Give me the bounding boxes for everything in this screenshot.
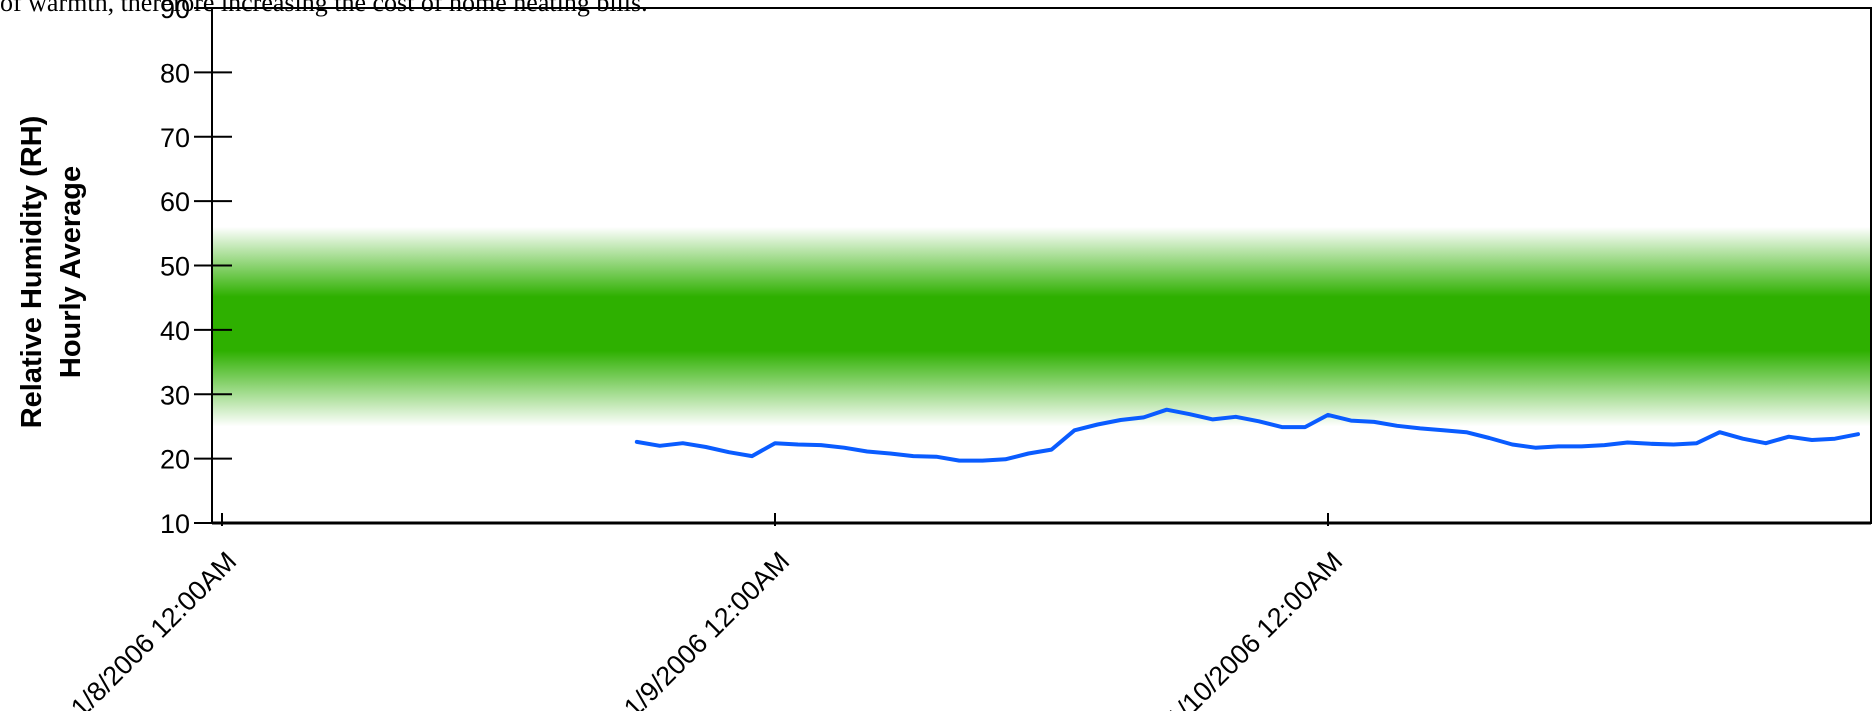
- data-point: [1579, 444, 1583, 448]
- y-tick-label: 40: [160, 316, 190, 346]
- y-tick-label: 80: [160, 58, 190, 88]
- y-axis-ticks: 10 20 30 40 50 60 70 80 90: [160, 0, 232, 539]
- data-point: [1142, 415, 1146, 419]
- data-point: [1234, 415, 1238, 419]
- data-point: [1280, 425, 1284, 429]
- y-axis-title-line2: Hourly Average: [55, 166, 87, 378]
- data-point: [1510, 442, 1514, 446]
- data-point: [1741, 437, 1745, 441]
- data-point: [1787, 435, 1791, 439]
- data-point: [750, 454, 754, 458]
- data-point: [888, 451, 892, 455]
- data-point: [1556, 444, 1560, 448]
- data-point: [911, 454, 915, 458]
- data-point: [1833, 437, 1837, 441]
- data-point: [1188, 412, 1192, 416]
- data-point: [1764, 441, 1768, 445]
- data-point: [842, 446, 846, 450]
- y-tick-label: 70: [160, 123, 190, 153]
- data-point: [1626, 441, 1630, 445]
- humidity-series-line: [634, 407, 1860, 463]
- y-tick-label: 20: [160, 445, 190, 475]
- data-point: [1003, 457, 1007, 461]
- data-point: [1418, 426, 1422, 430]
- data-point: [796, 442, 800, 446]
- comfort-band: [212, 226, 1871, 427]
- y-tick-label: 10: [160, 509, 190, 539]
- data-point: [1672, 442, 1676, 446]
- data-point: [1395, 424, 1399, 428]
- data-point: [1096, 423, 1100, 427]
- data-point: [1050, 448, 1053, 452]
- data-point: [957, 459, 961, 463]
- y-tick-label: 90: [160, 0, 190, 24]
- x-axis-ticks: 1/8/2006 12:00AM 1/9/2006 12:00AM 1/10/200…: [65, 513, 1348, 711]
- data-point: [1073, 428, 1077, 432]
- y-tick-label: 30: [160, 380, 190, 410]
- data-point: [1303, 425, 1307, 429]
- data-point: [1695, 441, 1699, 445]
- data-point: [658, 444, 662, 448]
- data-point: [1326, 413, 1330, 417]
- data-point: [1349, 419, 1353, 423]
- data-point: [980, 459, 984, 463]
- data-point: [1119, 418, 1123, 422]
- data-point: [1441, 428, 1445, 432]
- data-points: [635, 408, 1860, 463]
- data-point: [1211, 417, 1215, 421]
- data-point: [934, 455, 938, 459]
- data-point: [1533, 446, 1537, 450]
- data-point: [1464, 430, 1468, 434]
- data-point: [1856, 432, 1860, 436]
- data-point: [635, 440, 639, 444]
- data-point: [1649, 442, 1653, 446]
- data-point: [681, 441, 685, 445]
- data-point: [1718, 430, 1722, 434]
- x-tick-label: 1/10/2006 12:00AM: [1160, 546, 1348, 711]
- data-point: [1603, 443, 1606, 447]
- data-point: [1165, 408, 1169, 412]
- y-tick-label: 50: [160, 252, 190, 282]
- x-tick-label: 1/8/2006 12:00AM: [65, 546, 242, 711]
- data-point: [704, 445, 708, 449]
- x-tick-label: 1/9/2006 12:00AM: [618, 546, 795, 711]
- y-axis-title-line1: Relative Humidity (RH): [16, 116, 48, 429]
- data-point: [1810, 438, 1814, 442]
- data-point: [773, 441, 777, 445]
- data-point: [819, 443, 823, 447]
- data-point: [1026, 451, 1030, 455]
- data-point: [1257, 419, 1261, 423]
- data-point: [727, 450, 731, 454]
- data-point: [865, 450, 869, 454]
- data-point: [1372, 420, 1376, 424]
- data-point: [1487, 436, 1491, 440]
- y-tick-label: 60: [160, 187, 190, 217]
